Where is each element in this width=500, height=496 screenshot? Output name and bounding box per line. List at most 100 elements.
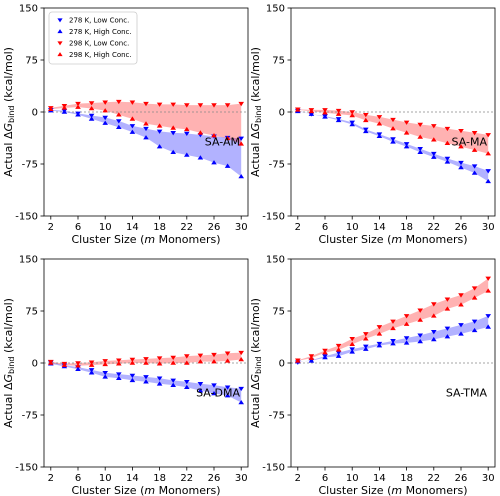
data-point — [184, 360, 190, 365]
data-point — [322, 110, 328, 115]
x-tick-label: 14 — [126, 473, 139, 484]
x-axis-label: Cluster Size (m Monomers) — [318, 484, 467, 496]
data-point — [390, 319, 396, 324]
data-point — [129, 124, 136, 129]
data-point — [238, 386, 244, 392]
data-point — [444, 306, 451, 311]
panel-label: SA-TMA — [446, 386, 488, 399]
x-tick-label: 18 — [153, 473, 166, 484]
data-point — [61, 362, 68, 367]
legend-marker — [57, 52, 63, 57]
data-point — [156, 356, 163, 361]
x-axis-label: Cluster Size (m Monomers) — [71, 484, 220, 496]
data-point — [431, 154, 437, 159]
data-point — [116, 372, 122, 377]
y-tick-label: -75 — [269, 160, 285, 171]
data-point — [211, 133, 217, 138]
y-axis-label: Actual ΔGbind (kcal/mol) — [249, 298, 263, 428]
x-tick-label: 14 — [373, 473, 386, 484]
legend: 278 K, Low Conc. 278 K, High Conc. 298 K, … — [48, 11, 138, 65]
data-point — [485, 314, 491, 319]
data-point — [184, 152, 190, 157]
data-point — [88, 370, 95, 375]
data-point — [458, 302, 464, 307]
data-point — [444, 297, 451, 302]
data-point — [238, 101, 244, 107]
x-tick-label: 10 — [99, 222, 112, 233]
data-point — [156, 123, 163, 128]
y-tick-label: 75 — [272, 56, 285, 67]
data-point — [197, 130, 204, 135]
legend-marker — [57, 18, 63, 23]
data-point — [129, 357, 136, 363]
data-point — [197, 359, 204, 364]
data-point — [363, 128, 369, 134]
y-axis-label: Actual ΔGbind (kcal/mol) — [2, 47, 16, 177]
legend-label: 278 K, Low Conc. — [69, 17, 129, 25]
data-point — [170, 102, 176, 107]
y-tick-label: 75 — [25, 56, 38, 67]
legend-label: 278 K, High Conc. — [69, 28, 132, 36]
data-point — [156, 144, 163, 149]
y-tick-label: 0 — [279, 359, 285, 370]
data-point — [75, 366, 81, 372]
data-point — [170, 378, 176, 383]
data-point — [471, 147, 478, 152]
data-point — [88, 113, 95, 118]
data-point — [238, 357, 244, 362]
data-point — [238, 136, 244, 141]
data-point — [238, 400, 244, 405]
data-point — [349, 341, 355, 347]
data-point — [75, 104, 81, 109]
data-point — [349, 121, 355, 127]
band-278k — [50, 109, 242, 177]
panel-label: SA-MA — [452, 135, 488, 148]
x-tick-label: 18 — [153, 222, 166, 233]
x-tick-label: 26 — [208, 222, 221, 233]
data-point — [116, 375, 122, 381]
data-point — [458, 331, 464, 336]
data-point — [116, 119, 122, 124]
data-point — [129, 129, 136, 134]
data-point — [102, 370, 108, 376]
data-point — [170, 382, 176, 387]
y-tick-label: -150 — [15, 212, 38, 223]
data-point — [458, 164, 464, 170]
x-axis-label: Cluster Size (m Monomers) — [71, 233, 220, 246]
data-point — [458, 323, 464, 328]
data-point — [431, 151, 437, 157]
y-tick-label: 0 — [279, 108, 285, 119]
data-point — [143, 375, 149, 380]
data-point — [458, 128, 464, 134]
data-point — [102, 359, 108, 364]
data-point — [197, 382, 204, 387]
x-tick-label: 2 — [295, 473, 301, 484]
x-tick-label: 6 — [322, 473, 328, 484]
data-point — [211, 352, 217, 358]
data-point — [308, 111, 315, 116]
data-point — [403, 144, 410, 149]
x-tick-label: 6 — [322, 222, 328, 233]
data-point — [403, 120, 410, 125]
y-tick-label: -75 — [22, 411, 38, 422]
data-point — [224, 163, 231, 168]
data-point — [471, 286, 478, 291]
data-point — [485, 133, 491, 138]
x-tick-label: 30 — [235, 473, 248, 484]
data-point — [129, 100, 136, 105]
y-tick-label: -75 — [22, 160, 38, 171]
y-tick-label: -150 — [15, 463, 38, 474]
data-point — [184, 126, 190, 132]
data-point — [295, 358, 301, 363]
data-point — [143, 379, 149, 384]
data-point — [403, 340, 410, 345]
data-point — [156, 102, 163, 107]
data-point — [197, 353, 204, 358]
data-point — [156, 361, 163, 366]
data-point — [485, 324, 491, 329]
legend-marker — [57, 29, 63, 34]
data-point — [156, 381, 163, 386]
data-point — [102, 120, 108, 125]
data-point — [335, 111, 342, 116]
